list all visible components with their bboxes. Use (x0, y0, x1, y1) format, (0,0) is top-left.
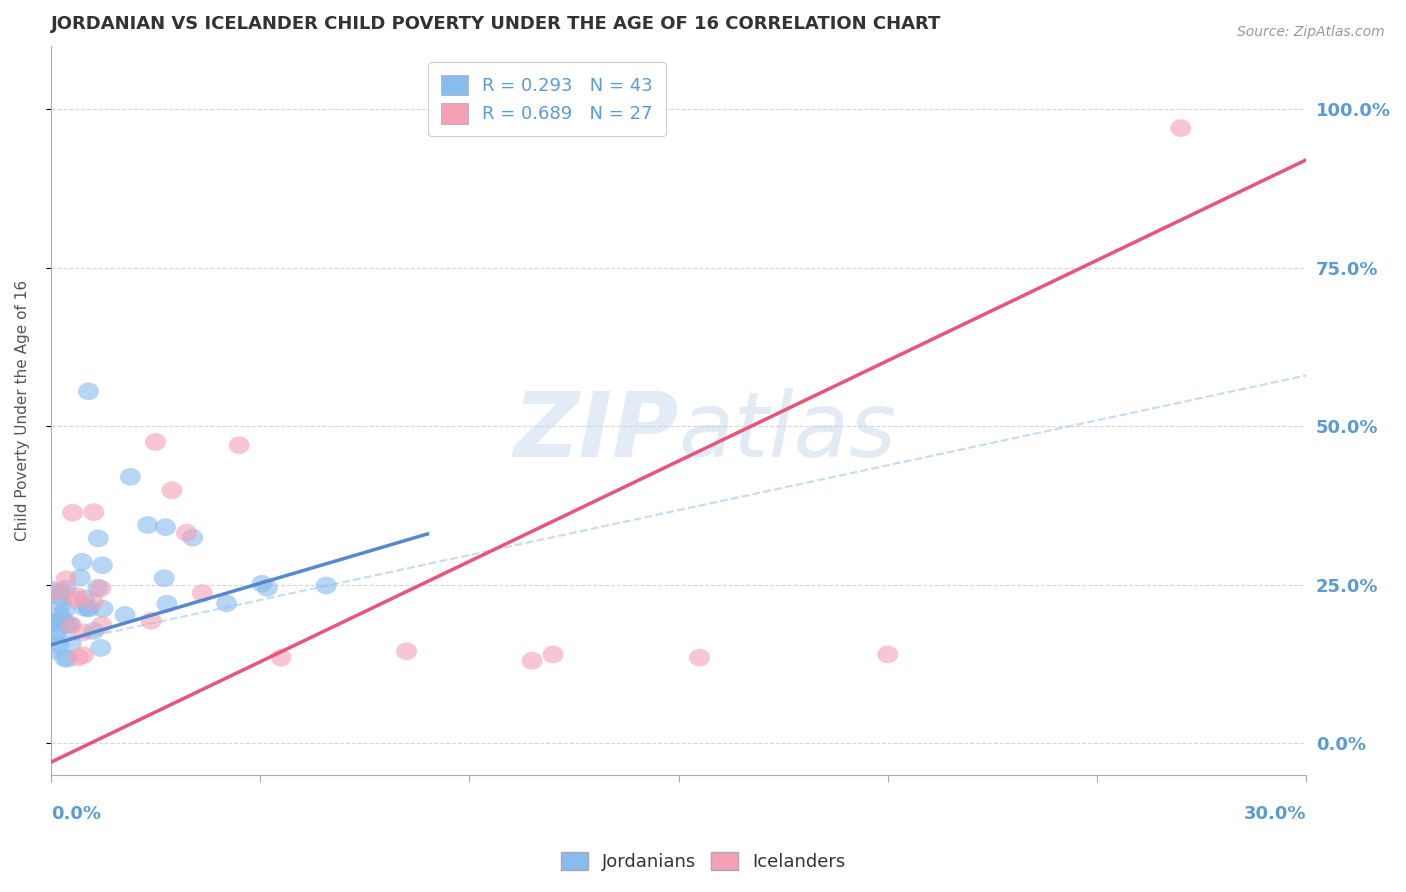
Ellipse shape (52, 610, 73, 628)
Ellipse shape (176, 524, 197, 541)
Text: 30.0%: 30.0% (1244, 805, 1306, 823)
Ellipse shape (46, 612, 67, 630)
Ellipse shape (49, 607, 70, 624)
Ellipse shape (59, 615, 80, 633)
Ellipse shape (55, 580, 76, 598)
Ellipse shape (120, 468, 141, 486)
Ellipse shape (90, 580, 111, 598)
Ellipse shape (91, 616, 112, 634)
Ellipse shape (73, 599, 94, 616)
Ellipse shape (91, 557, 112, 574)
Ellipse shape (51, 582, 72, 600)
Ellipse shape (114, 606, 135, 624)
Ellipse shape (42, 581, 63, 599)
Ellipse shape (79, 599, 100, 617)
Ellipse shape (270, 648, 291, 666)
Ellipse shape (543, 646, 564, 664)
Ellipse shape (156, 595, 177, 613)
Ellipse shape (162, 482, 183, 500)
Text: 0.0%: 0.0% (51, 805, 101, 823)
Ellipse shape (1170, 120, 1191, 137)
Legend: R = 0.293   N = 43, R = 0.689   N = 27: R = 0.293 N = 43, R = 0.689 N = 27 (427, 62, 665, 136)
Ellipse shape (93, 600, 114, 617)
Ellipse shape (46, 624, 67, 641)
Ellipse shape (48, 583, 69, 601)
Ellipse shape (155, 518, 176, 536)
Ellipse shape (77, 599, 98, 616)
Ellipse shape (55, 601, 76, 619)
Text: Source: ZipAtlas.com: Source: ZipAtlas.com (1237, 25, 1385, 39)
Ellipse shape (217, 594, 238, 612)
Ellipse shape (193, 584, 212, 602)
Ellipse shape (73, 647, 94, 664)
Ellipse shape (83, 592, 104, 610)
Ellipse shape (62, 504, 83, 522)
Ellipse shape (183, 529, 202, 547)
Ellipse shape (56, 570, 76, 588)
Ellipse shape (522, 652, 543, 670)
Ellipse shape (136, 516, 157, 534)
Ellipse shape (72, 553, 93, 571)
Ellipse shape (257, 579, 278, 597)
Text: ZIP: ZIP (513, 388, 679, 476)
Text: JORDANIAN VS ICELANDER CHILD POVERTY UNDER THE AGE OF 16 CORRELATION CHART: JORDANIAN VS ICELANDER CHILD POVERTY UND… (51, 15, 941, 33)
Y-axis label: Child Poverty Under the Age of 16: Child Poverty Under the Age of 16 (15, 280, 30, 541)
Ellipse shape (145, 434, 166, 450)
Ellipse shape (73, 624, 94, 641)
Ellipse shape (42, 615, 63, 632)
Ellipse shape (48, 636, 69, 654)
Ellipse shape (55, 649, 75, 667)
Ellipse shape (42, 641, 63, 659)
Ellipse shape (70, 569, 91, 586)
Ellipse shape (141, 612, 162, 630)
Ellipse shape (877, 646, 898, 664)
Ellipse shape (689, 648, 710, 666)
Ellipse shape (66, 587, 87, 605)
Ellipse shape (49, 588, 70, 606)
Ellipse shape (83, 622, 104, 640)
Ellipse shape (66, 591, 87, 608)
Ellipse shape (83, 503, 104, 521)
Legend: Jordanians, Icelanders: Jordanians, Icelanders (554, 845, 852, 879)
Ellipse shape (252, 574, 273, 592)
Ellipse shape (90, 639, 111, 657)
Ellipse shape (58, 616, 79, 634)
Ellipse shape (45, 624, 66, 642)
Ellipse shape (60, 616, 82, 634)
Ellipse shape (79, 383, 98, 401)
Ellipse shape (56, 650, 77, 668)
Text: atlas: atlas (679, 388, 897, 476)
Ellipse shape (51, 595, 72, 613)
Ellipse shape (396, 642, 418, 660)
Ellipse shape (67, 648, 89, 666)
Ellipse shape (229, 436, 250, 454)
Ellipse shape (316, 576, 336, 594)
Ellipse shape (75, 590, 96, 607)
Ellipse shape (87, 530, 108, 547)
Ellipse shape (60, 634, 82, 652)
Ellipse shape (153, 569, 174, 587)
Ellipse shape (87, 579, 108, 597)
